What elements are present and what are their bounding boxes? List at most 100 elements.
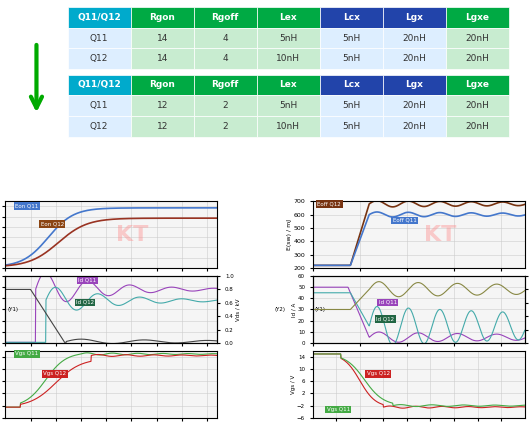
FancyBboxPatch shape [68, 95, 131, 116]
Text: 20nH: 20nH [403, 54, 427, 63]
Text: 4: 4 [223, 54, 228, 63]
FancyBboxPatch shape [131, 95, 194, 116]
FancyBboxPatch shape [446, 7, 509, 28]
FancyBboxPatch shape [257, 7, 320, 28]
FancyBboxPatch shape [257, 95, 320, 116]
Text: Vgs Q11: Vgs Q11 [15, 352, 39, 357]
Text: Lcx: Lcx [343, 13, 360, 22]
FancyBboxPatch shape [320, 95, 383, 116]
Text: Eoff Q11: Eoff Q11 [393, 218, 417, 223]
Text: 4: 4 [223, 34, 228, 43]
FancyBboxPatch shape [446, 28, 509, 49]
Y-axis label: Vgs / V: Vgs / V [290, 375, 296, 394]
Text: 20nH: 20nH [466, 54, 490, 63]
FancyBboxPatch shape [131, 116, 194, 137]
Text: Q11/Q12: Q11/Q12 [77, 13, 121, 22]
Text: 20nH: 20nH [466, 101, 490, 110]
Text: 20nH: 20nH [403, 101, 427, 110]
FancyBboxPatch shape [320, 7, 383, 28]
Text: Id Q11: Id Q11 [78, 278, 96, 283]
FancyBboxPatch shape [257, 28, 320, 49]
Y-axis label: E(sw) / mJ: E(sw) / mJ [287, 219, 292, 250]
FancyBboxPatch shape [383, 95, 446, 116]
Text: 5nH: 5nH [342, 54, 360, 63]
Text: 20nH: 20nH [466, 34, 490, 43]
FancyBboxPatch shape [194, 49, 257, 69]
Text: Rgoff: Rgoff [211, 81, 239, 89]
Text: 20nH: 20nH [403, 34, 427, 43]
Y-axis label: Id / A: Id / A [292, 302, 297, 316]
FancyBboxPatch shape [383, 116, 446, 137]
Text: 20nH: 20nH [403, 122, 427, 131]
Text: 5nH: 5nH [279, 101, 297, 110]
Text: (Y1): (Y1) [315, 307, 326, 312]
FancyBboxPatch shape [383, 28, 446, 49]
FancyBboxPatch shape [68, 116, 131, 137]
Text: 12: 12 [156, 122, 168, 131]
Text: 5nH: 5nH [342, 122, 360, 131]
FancyBboxPatch shape [194, 95, 257, 116]
FancyBboxPatch shape [131, 28, 194, 49]
FancyBboxPatch shape [131, 7, 194, 28]
FancyBboxPatch shape [194, 75, 257, 95]
Text: Q11: Q11 [90, 101, 109, 110]
Text: (Y1): (Y1) [7, 307, 19, 312]
FancyBboxPatch shape [320, 116, 383, 137]
Text: Rgoff: Rgoff [211, 13, 239, 22]
FancyBboxPatch shape [194, 116, 257, 137]
Text: Rgon: Rgon [149, 13, 175, 22]
Text: Vgs Q11: Vgs Q11 [327, 407, 350, 412]
FancyBboxPatch shape [68, 7, 131, 28]
Text: Lex: Lex [279, 81, 297, 89]
Text: Id Q12: Id Q12 [76, 300, 94, 305]
Text: 2: 2 [223, 122, 228, 131]
FancyBboxPatch shape [257, 75, 320, 95]
FancyBboxPatch shape [257, 116, 320, 137]
Y-axis label: Vds / kV: Vds / kV [235, 298, 240, 321]
FancyBboxPatch shape [320, 75, 383, 95]
Text: KT: KT [116, 225, 149, 245]
Text: Lcx: Lcx [343, 81, 360, 89]
FancyBboxPatch shape [131, 49, 194, 69]
FancyBboxPatch shape [194, 7, 257, 28]
FancyBboxPatch shape [383, 7, 446, 28]
Text: Eon Q12: Eon Q12 [41, 222, 64, 227]
FancyBboxPatch shape [68, 28, 131, 49]
Text: Lgx: Lgx [405, 81, 423, 89]
Text: Q12: Q12 [90, 54, 108, 63]
Text: Eon Q11: Eon Q11 [15, 204, 39, 209]
FancyBboxPatch shape [257, 49, 320, 69]
Text: KT: KT [423, 225, 456, 245]
Text: 10nH: 10nH [276, 54, 301, 63]
Text: Id Q11: Id Q11 [378, 300, 397, 305]
Text: Vgs Q12: Vgs Q12 [367, 371, 390, 376]
Text: 20nH: 20nH [466, 122, 490, 131]
FancyBboxPatch shape [131, 75, 194, 95]
Text: Q11: Q11 [90, 34, 109, 43]
Text: Vgs Q12: Vgs Q12 [43, 371, 66, 376]
FancyBboxPatch shape [446, 75, 509, 95]
Text: Q12: Q12 [90, 122, 108, 131]
Text: 14: 14 [156, 34, 168, 43]
Text: 5nH: 5nH [342, 34, 360, 43]
Text: 5nH: 5nH [279, 34, 297, 43]
Text: 14: 14 [156, 54, 168, 63]
FancyBboxPatch shape [446, 95, 509, 116]
Text: Eoff Q12: Eoff Q12 [317, 202, 341, 207]
Text: (Y2): (Y2) [275, 307, 286, 312]
FancyBboxPatch shape [383, 75, 446, 95]
Text: 10nH: 10nH [276, 122, 301, 131]
Text: Lgx: Lgx [405, 13, 423, 22]
FancyBboxPatch shape [383, 49, 446, 69]
Text: Rgon: Rgon [149, 81, 175, 89]
Text: 2: 2 [223, 101, 228, 110]
FancyBboxPatch shape [320, 28, 383, 49]
Text: Q11/Q12: Q11/Q12 [77, 81, 121, 89]
Text: Lex: Lex [279, 13, 297, 22]
FancyBboxPatch shape [68, 75, 131, 95]
Text: 12: 12 [156, 101, 168, 110]
FancyBboxPatch shape [68, 49, 131, 69]
FancyBboxPatch shape [320, 49, 383, 69]
FancyBboxPatch shape [446, 49, 509, 69]
Text: Lgxe: Lgxe [465, 13, 490, 22]
